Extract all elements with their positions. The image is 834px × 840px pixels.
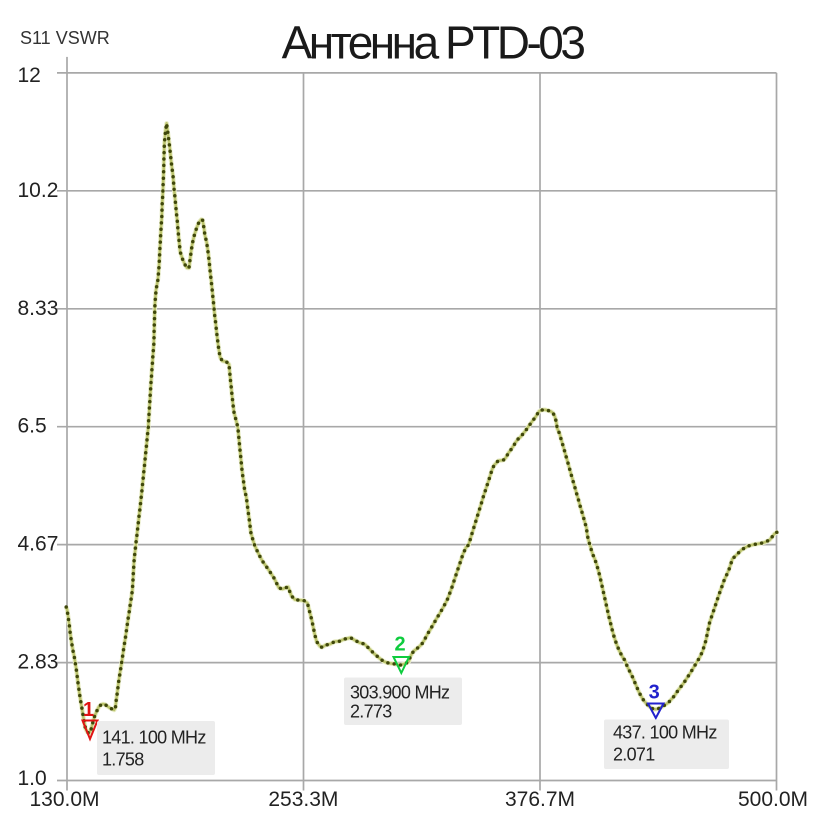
svg-text:437. 100 MHz: 437. 100 MHz <box>613 723 717 743</box>
svg-text:303.900 MHz: 303.900 MHz <box>350 683 450 703</box>
svg-text:141. 100 MHz: 141. 100 MHz <box>102 728 206 748</box>
svg-text:1.0: 1.0 <box>18 767 47 790</box>
svg-text:1: 1 <box>83 699 94 721</box>
svg-text:500.0M: 500.0M <box>738 788 808 811</box>
svg-text:10.2: 10.2 <box>18 179 59 202</box>
svg-text:1.758: 1.758 <box>102 750 144 770</box>
svg-text:130.0M: 130.0M <box>29 788 99 811</box>
svg-text:2: 2 <box>394 634 405 656</box>
svg-text:8.33: 8.33 <box>18 297 59 320</box>
svg-text:2.773: 2.773 <box>350 702 392 722</box>
svg-text:3: 3 <box>649 682 660 704</box>
svg-text:253.3M: 253.3M <box>268 788 338 811</box>
svg-text:376.7M: 376.7M <box>505 788 575 811</box>
svg-text:Антенна PTD-03: Антенна PTD-03 <box>282 17 585 69</box>
svg-text:S11 VSWR: S11 VSWR <box>20 28 110 48</box>
svg-text:12: 12 <box>18 64 41 87</box>
svg-text:2.83: 2.83 <box>18 651 59 674</box>
svg-text:2.071: 2.071 <box>613 745 655 765</box>
svg-text:6.5: 6.5 <box>18 415 47 438</box>
svg-text:4.67: 4.67 <box>18 533 59 556</box>
